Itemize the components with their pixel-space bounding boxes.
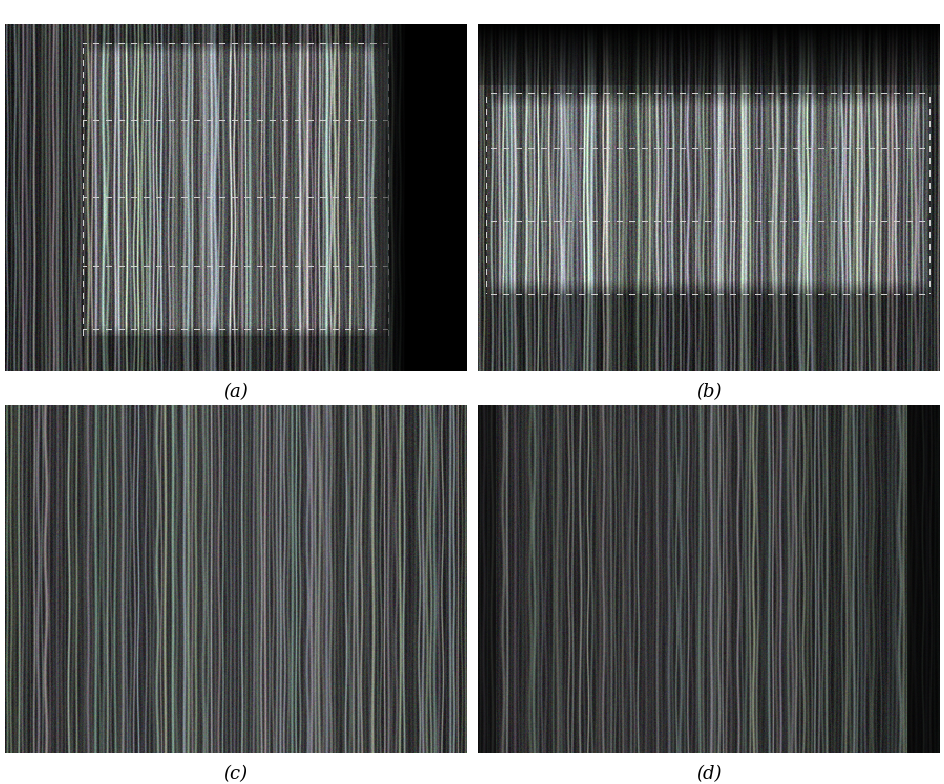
Text: (d): (d): [696, 764, 721, 782]
Text: (a): (a): [223, 383, 248, 401]
Text: (b): (b): [696, 383, 721, 401]
Text: (c): (c): [224, 764, 247, 782]
